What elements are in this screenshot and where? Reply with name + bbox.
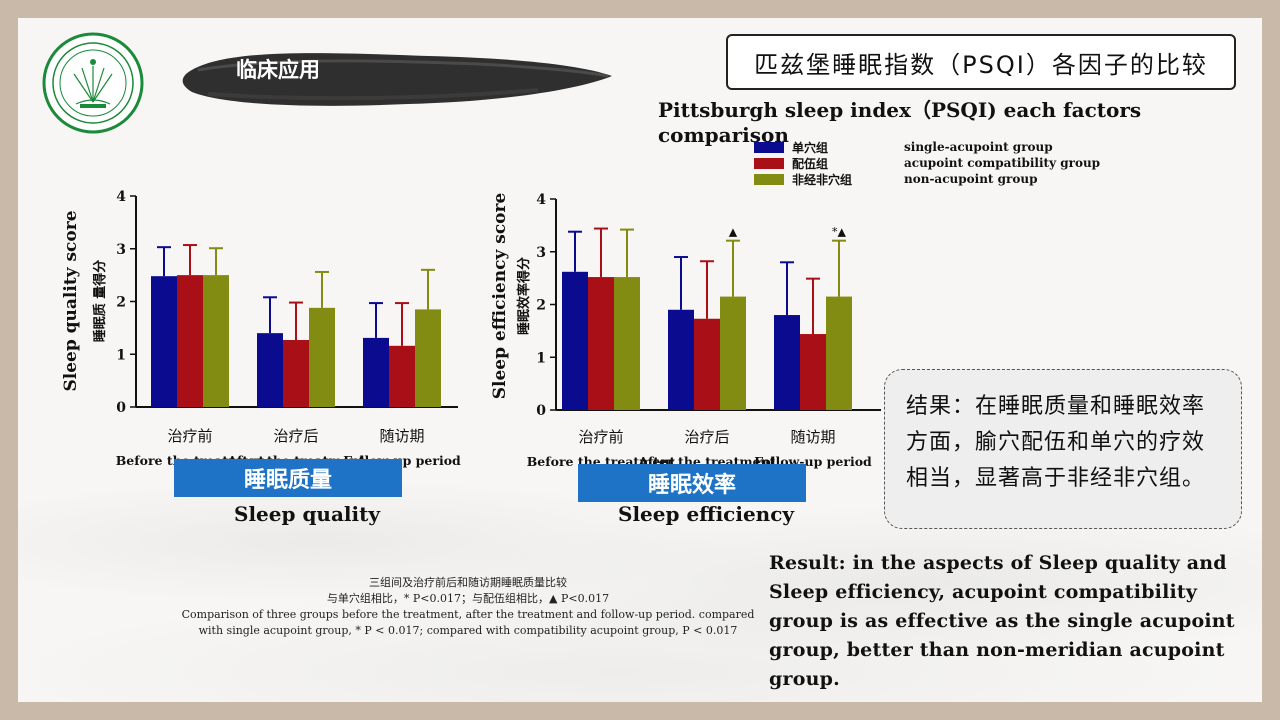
- category-label-cn: 随访期: [790, 428, 835, 446]
- y-axis-label-cn: 睡眠效率得分: [516, 257, 532, 335]
- legend-label-en: acupoint compatibility group: [904, 156, 1101, 170]
- note-line: 与单穴组相比，* P<0.017；与配伍组相比，▲ P<0.017: [326, 592, 610, 605]
- bar: [257, 333, 283, 407]
- y-tick-label: 4: [536, 192, 546, 208]
- legend-label-en: non-acupoint group: [904, 172, 1038, 186]
- sleep-efficiency-band: 睡眠效率: [578, 464, 806, 502]
- bar: [309, 307, 335, 407]
- section-label: 临床应用: [236, 58, 320, 82]
- sleep-quality-label-en: Sleep quality: [234, 502, 380, 526]
- category-label-cn: 治疗前: [167, 427, 212, 445]
- legend-item-single: 单穴组 single-acupoint group: [754, 139, 1100, 155]
- legend-swatch: [754, 141, 784, 153]
- bar: [720, 296, 746, 410]
- y-tick-label: 2: [116, 295, 126, 311]
- category-label-cn: 治疗前: [578, 428, 623, 446]
- category-label-cn: 治疗后: [684, 428, 729, 446]
- ink-brush-stroke: [182, 53, 612, 106]
- y-tick-label: 0: [116, 400, 126, 416]
- legend-label-en: single-acupoint group: [904, 140, 1053, 154]
- bar: [203, 275, 229, 407]
- legend: 单穴组 single-acupoint group 配伍组 acupoint c…: [754, 139, 1100, 187]
- legend-item-compatibility: 配伍组 acupoint compatibility group: [754, 155, 1100, 171]
- figure-notes: 三组间及治疗前后和随访期睡眠质量比较 与单穴组相比，* P<0.017；与配伍组…: [178, 575, 758, 639]
- note-line: with single acupoint group, * P < 0.017;…: [198, 624, 738, 637]
- bar: [774, 315, 800, 410]
- bar: [800, 334, 826, 410]
- bar: [826, 296, 852, 410]
- result-text-cn: 结果：在睡眠质量和睡眠效率方面，腧穴配伍和单穴的疗效相当，显著高于非经非穴组。: [906, 394, 1206, 491]
- sleep-efficiency-label-en: Sleep efficiency: [618, 502, 795, 526]
- bar: [177, 275, 203, 407]
- y-tick-label: 3: [536, 245, 546, 261]
- bar: [614, 277, 640, 410]
- note-line: Comparison of three groups before the tr…: [181, 608, 755, 621]
- result-cn-box: [884, 369, 1242, 529]
- slide: 临床应用 匹兹堡睡眠指数（PSQI）各因子的比较 Pittsburgh slee…: [18, 18, 1262, 702]
- society-logo: [42, 32, 144, 134]
- category-label-cn: 随访期: [379, 427, 424, 445]
- y-tick-label: 1: [536, 350, 546, 366]
- bar: [588, 277, 614, 410]
- y-tick-label: 4: [116, 189, 126, 205]
- bar: [415, 309, 441, 407]
- bar: [363, 337, 389, 407]
- bar: [283, 340, 309, 407]
- legend-swatch: [754, 157, 784, 169]
- bar: [562, 271, 588, 410]
- y-tick-label: 2: [536, 298, 546, 314]
- y-tick-label: 3: [116, 242, 126, 258]
- significance-mark: ▲: [729, 226, 738, 239]
- bar: [389, 345, 415, 407]
- slide-title-cn: 匹兹堡睡眠指数（PSQI）各因子的比较: [726, 34, 1236, 90]
- bar: [668, 309, 694, 410]
- note-line: 三组间及治疗前后和随访期睡眠质量比较: [369, 576, 567, 589]
- y-axis-label-cn: 睡眠质 量得分: [92, 260, 108, 343]
- legend-label-cn: 非经非穴组: [792, 172, 853, 187]
- legend-item-non-acupoint: 非经非穴组 non-acupoint group: [754, 171, 1100, 187]
- legend-label-cn: 单穴组: [792, 140, 829, 155]
- significance-mark: *▲: [832, 226, 847, 239]
- sleep-quality-band: 睡眠质量: [174, 459, 402, 497]
- y-axis-label: Sleep quality score: [61, 210, 81, 391]
- bar: [694, 318, 720, 410]
- category-label-cn: 治疗后: [273, 427, 318, 445]
- legend-label-cn: 配伍组: [792, 156, 829, 171]
- legend-swatch: [754, 173, 784, 185]
- result-text-en: Result: in the aspects of Sleep quality …: [769, 552, 1235, 690]
- y-tick-label: 1: [116, 347, 126, 363]
- y-tick-label: 0: [536, 403, 546, 419]
- y-axis-label: Sleep efficiency score: [490, 193, 510, 400]
- bar: [151, 276, 177, 407]
